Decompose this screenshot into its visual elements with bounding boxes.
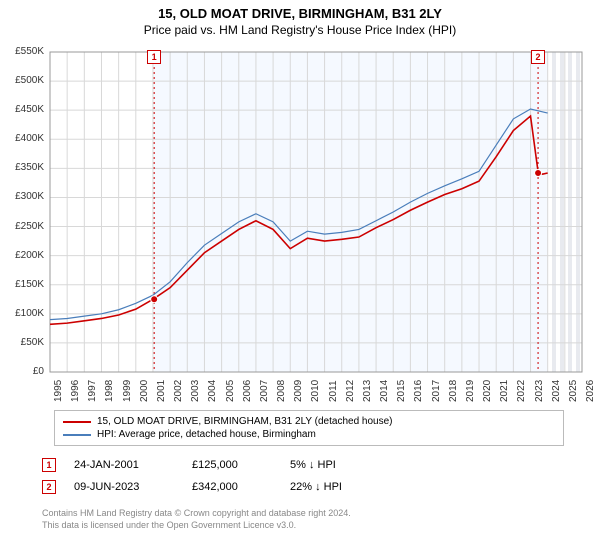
y-axis-label: £300K (0, 191, 44, 202)
x-axis-label: 2008 (276, 380, 287, 402)
x-axis-label: 2018 (448, 380, 459, 402)
transaction-marker: 1 (42, 458, 56, 472)
x-axis-label: 2021 (499, 380, 510, 402)
transaction-table: 1 24-JAN-2001 £125,000 5% ↓ HPI 2 09-JUN-2023… (42, 454, 400, 498)
y-axis-label: £500K (0, 75, 44, 86)
x-axis-label: 1996 (70, 380, 81, 402)
chart-subtitle: Price paid vs. HM Land Registry's House … (0, 21, 600, 37)
transaction-diff: 22% ↓ HPI (290, 481, 400, 493)
x-axis-label: 1999 (122, 380, 133, 402)
chart-container: 15, OLD MOAT DRIVE, BIRMINGHAM, B31 2LY … (0, 0, 600, 560)
x-axis-label: 2026 (585, 380, 596, 402)
x-axis-label: 2001 (156, 380, 167, 402)
chart-area: £0 £50K £100K £150K £200K £250K £300K £350K £400… (0, 44, 600, 404)
x-axis-label: 2009 (293, 380, 304, 402)
legend-swatch (63, 434, 91, 436)
y-axis-label: £150K (0, 279, 44, 290)
y-axis-label: £50K (0, 337, 44, 348)
transaction-price: £342,000 (192, 481, 272, 493)
x-axis-label: 2020 (482, 380, 493, 402)
x-axis-label: 2015 (396, 380, 407, 402)
footer-line2: This data is licensed under the Open Gov… (42, 520, 351, 532)
x-axis-label: 2000 (139, 380, 150, 402)
y-axis-label: £400K (0, 133, 44, 144)
x-axis-label: 1998 (104, 380, 115, 402)
x-axis-label: 2024 (551, 380, 562, 402)
x-axis-label: 2017 (431, 380, 442, 402)
x-axis-label: 2012 (345, 380, 356, 402)
transaction-marker: 2 (42, 480, 56, 494)
x-axis-label: 2002 (173, 380, 184, 402)
y-axis-label: £450K (0, 104, 44, 115)
legend-item: 15, OLD MOAT DRIVE, BIRMINGHAM, B31 2LY … (63, 415, 555, 428)
legend-box: 15, OLD MOAT DRIVE, BIRMINGHAM, B31 2LY … (54, 410, 564, 446)
x-axis-label: 2022 (516, 380, 527, 402)
x-axis-label: 2010 (310, 380, 321, 402)
legend-label: HPI: Average price, detached house, Birm… (97, 429, 316, 440)
transaction-row: 2 09-JUN-2023 £342,000 22% ↓ HPI (42, 476, 400, 498)
x-axis-label: 2011 (328, 380, 339, 402)
transaction-date: 09-JUN-2023 (74, 481, 174, 493)
transaction-diff: 5% ↓ HPI (290, 459, 400, 471)
y-axis-label: £200K (0, 250, 44, 261)
footer-line1: Contains HM Land Registry data © Crown c… (42, 508, 351, 520)
footer-attribution: Contains HM Land Registry data © Crown c… (42, 508, 351, 531)
legend-label: 15, OLD MOAT DRIVE, BIRMINGHAM, B31 2LY … (97, 416, 393, 427)
x-axis-label: 2016 (413, 380, 424, 402)
y-axis-label: £550K (0, 46, 44, 57)
legend-item: HPI: Average price, detached house, Birm… (63, 428, 555, 441)
x-axis-label: 2019 (465, 380, 476, 402)
x-axis-label: 2013 (362, 380, 373, 402)
x-axis-label: 2006 (242, 380, 253, 402)
chart-svg (0, 44, 600, 404)
legend-swatch (63, 421, 91, 423)
x-axis-label: 2007 (259, 380, 270, 402)
x-axis-label: 2004 (207, 380, 218, 402)
y-axis-label: £350K (0, 162, 44, 173)
x-axis-label: 2014 (379, 380, 390, 402)
x-axis-label: 1995 (53, 380, 64, 402)
transaction-row: 1 24-JAN-2001 £125,000 5% ↓ HPI (42, 454, 400, 476)
x-axis-label: 2005 (225, 380, 236, 402)
transaction-date: 24-JAN-2001 (74, 459, 174, 471)
chart-title: 15, OLD MOAT DRIVE, BIRMINGHAM, B31 2LY (0, 0, 600, 21)
chart-marker-2: 2 (531, 50, 545, 64)
y-axis-label: £250K (0, 221, 44, 232)
transaction-price: £125,000 (192, 459, 272, 471)
x-axis-label: 2003 (190, 380, 201, 402)
x-axis-label: 1997 (87, 380, 98, 402)
y-axis-label: £0 (0, 366, 44, 377)
x-axis-label: 2023 (534, 380, 545, 402)
y-axis-label: £100K (0, 308, 44, 319)
x-axis-label: 2025 (568, 380, 579, 402)
chart-marker-1: 1 (147, 50, 161, 64)
